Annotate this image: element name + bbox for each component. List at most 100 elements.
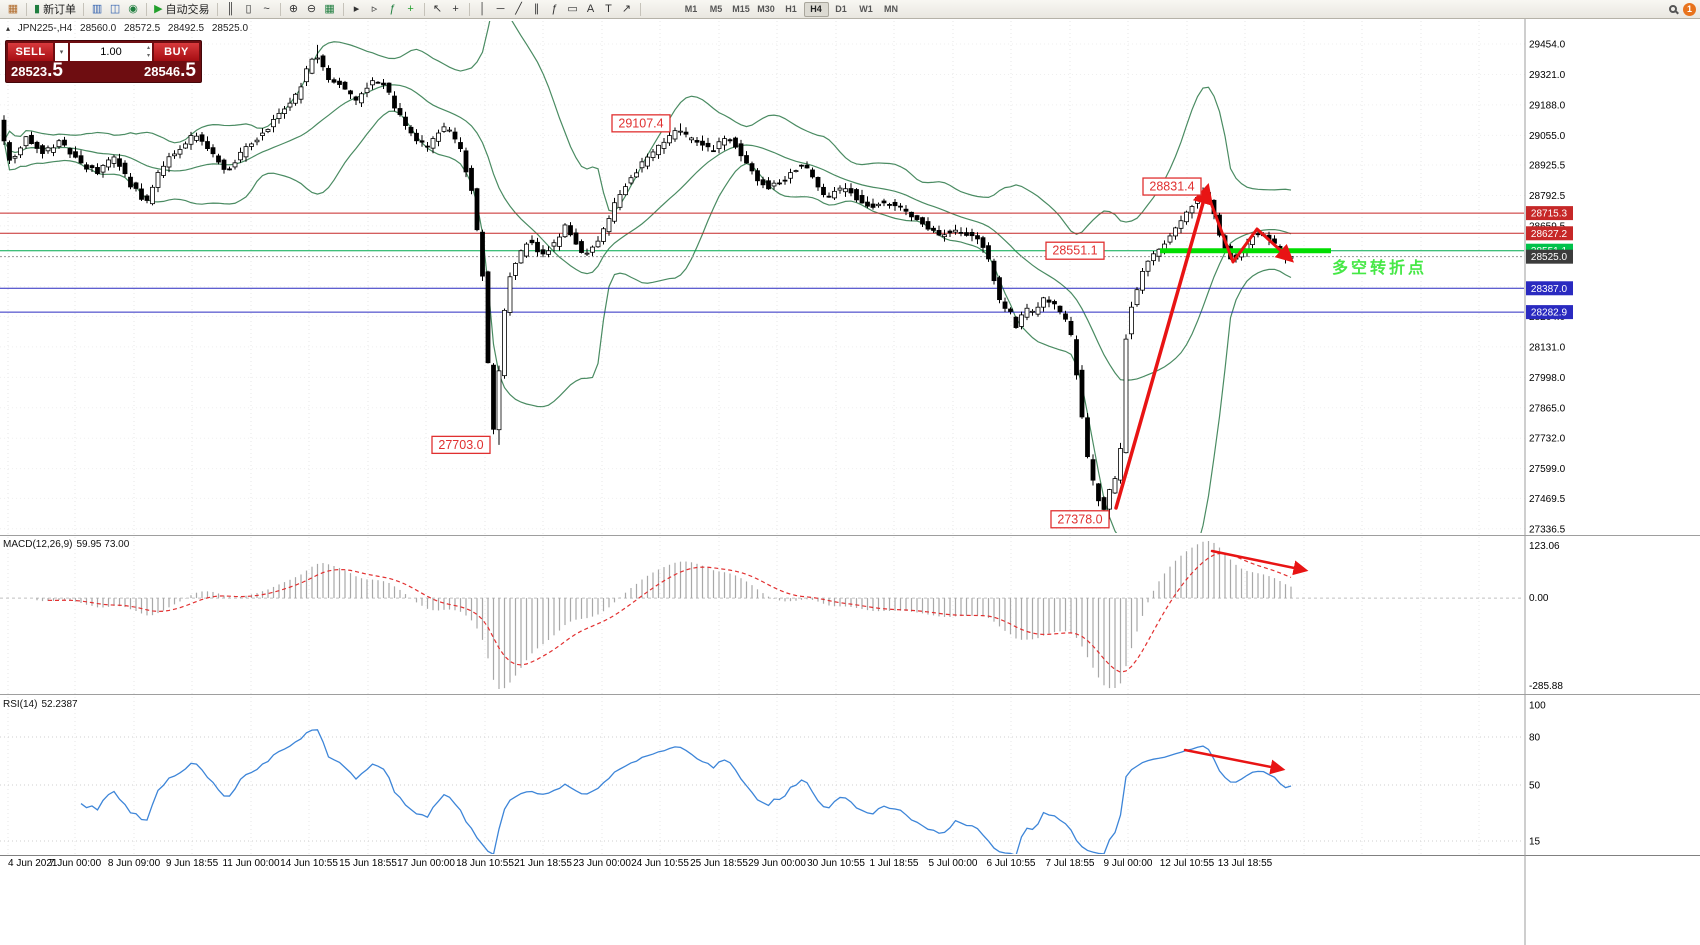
refresh-icon: ◉: [128, 2, 138, 15]
text-icon[interactable]: A: [582, 1, 600, 18]
sell-price-main: 28523: [11, 64, 48, 80]
indicators-icon: ƒ: [389, 2, 396, 15]
auto-trading-button-label: 自动交易: [165, 4, 210, 16]
time-label: 9 Jun 18:55: [166, 858, 219, 869]
layout-icon[interactable]: ◫: [106, 1, 124, 18]
time-label: 30 Jun 10:55: [807, 858, 865, 869]
line-chart-icon[interactable]: ~: [258, 1, 276, 18]
horizontal-line-icon[interactable]: ─: [492, 1, 510, 18]
svg-text:28627.2: 28627.2: [1531, 229, 1568, 240]
price-line-label: [1526, 305, 1573, 320]
shapes-icon[interactable]: ▭: [564, 1, 582, 18]
price-annotation-text: 27378.0: [1057, 512, 1102, 526]
arrow-tools-icon[interactable]: ↗: [618, 1, 636, 18]
svg-text:100: 100: [1529, 701, 1546, 712]
timeframe-w1[interactable]: W1: [859, 4, 873, 14]
profiles-icon: ▥: [91, 2, 103, 15]
refresh-icon[interactable]: ◉: [124, 1, 142, 18]
svg-text:28925.5: 28925.5: [1529, 160, 1566, 171]
time-label: 23 Jun 00:00: [573, 858, 631, 869]
indicators-icon[interactable]: ƒ: [384, 1, 402, 18]
notification-badge[interactable]: 1: [1683, 2, 1696, 16]
price-annotation-text: 29107.4: [618, 116, 663, 130]
timeframe-h4[interactable]: H4: [803, 1, 829, 17]
auto-scroll-icon[interactable]: ▸: [348, 1, 366, 18]
time-label: 21 Jun 18:55: [514, 858, 572, 869]
search-icon[interactable]: [1669, 5, 1677, 13]
turning-point-note: 多空转折点: [1332, 258, 1427, 277]
macd-panel: [0, 541, 1524, 689]
spinner-up-icon[interactable]: ▴: [146, 45, 150, 51]
price-annotation-box: [611, 114, 671, 133]
chart-shift-icon[interactable]: ▹: [366, 1, 384, 18]
new-order-button[interactable]: ▮ 新订单: [31, 1, 79, 18]
svg-text:-285.88: -285.88: [1529, 681, 1563, 692]
candle-chart-icon[interactable]: ▯: [240, 1, 258, 18]
collapse-icon[interactable]: ▴: [6, 24, 11, 33]
toolbar: ▦ ▮ 新订单 ▥ ◫ ◉ ▶ 自动交易 ║ ▯ ~ ⊕ ⊖ ▦ ▸ ▹ ƒ + ↖ + │ ─ ╱ ∥ ƒ ▭ A T ↗ M1 M5 M1…: [0, 0, 1700, 19]
macd-values: 59.95 73.00: [76, 539, 130, 550]
timeframe-mn[interactable]: MN: [884, 4, 899, 14]
svg-text:80: 80: [1529, 733, 1541, 744]
zoom-out-icon[interactable]: ⊖: [303, 1, 321, 18]
buy-price-frac: .5: [180, 60, 196, 81]
volume-spinner[interactable]: ▴ ▾: [147, 44, 150, 60]
symbol-name: JPN225-,H4: [17, 23, 73, 34]
rsi-label: RSI(14) 52.2387: [3, 699, 82, 710]
svg-text:28131.0: 28131.0: [1529, 342, 1566, 353]
timeframe-m1[interactable]: M1: [684, 4, 698, 14]
rsi-title: RSI(14): [3, 699, 38, 710]
price-line-label: [1526, 206, 1573, 221]
time-label: 14 Jun 10:55: [280, 858, 338, 869]
svg-text:27469.5: 27469.5: [1529, 494, 1566, 505]
svg-text:29321.0: 29321.0: [1529, 70, 1566, 81]
trendline-icon[interactable]: ╱: [510, 1, 528, 18]
order-dropdown[interactable]: ▾: [55, 43, 68, 61]
svg-text:15: 15: [1529, 837, 1541, 848]
cursor-icon[interactable]: ↖: [429, 1, 447, 18]
zoom-out-icon: ⊖: [306, 2, 317, 15]
macd-signal-line: [47, 552, 1292, 673]
time-label: 13 Jul 18:55: [1218, 858, 1273, 869]
spinner-down-icon[interactable]: ▾: [146, 53, 150, 59]
buy-price-main: 28546: [143, 64, 181, 80]
time-label: 15 Jun 18:55: [339, 858, 397, 869]
time-label: 29 Jun 00:00: [748, 858, 806, 869]
timeframe-m5[interactable]: M5: [709, 4, 723, 14]
buy-button[interactable]: BUY: [154, 43, 199, 61]
trend-arrow: [1210, 549, 1309, 576]
tile-windows-icon[interactable]: ▦: [321, 1, 339, 18]
time-label: 7 Jun 00:00: [49, 858, 102, 869]
zoom-in-icon[interactable]: ⊕: [285, 1, 303, 18]
toolbar-separator: [342, 2, 344, 16]
time-label: 25 Jun 18:55: [690, 858, 748, 869]
charts-grid-icon[interactable]: ▦: [4, 1, 22, 18]
trend-arrow: [1183, 748, 1286, 775]
timeframe-h1[interactable]: H1: [785, 4, 797, 14]
label-icon[interactable]: T: [600, 1, 618, 18]
sell-price[interactable]: 28523.5: [11, 61, 63, 80]
svg-text:29055.0: 29055.0: [1529, 131, 1566, 142]
timeframe-m15[interactable]: M15: [732, 4, 750, 14]
fibonacci-icon[interactable]: ƒ: [546, 1, 564, 18]
crosshair-icon[interactable]: +: [447, 1, 465, 18]
vertical-line-icon[interactable]: │: [474, 1, 492, 18]
volume-input[interactable]: 1.00 ▴ ▾: [70, 43, 152, 61]
bar-chart-icon: ║: [226, 2, 235, 15]
svg-text:28525.0: 28525.0: [1531, 252, 1568, 263]
price-annotation-box: [1142, 177, 1202, 196]
channel-icon[interactable]: ∥: [528, 1, 546, 18]
chart-area[interactable]: 29107.4 28831.4 28551.1 27703.0 27378.0 多空转折点…: [0, 19, 1700, 945]
timeframe-m30[interactable]: M30: [757, 4, 775, 14]
sell-button[interactable]: SELL: [8, 43, 53, 61]
zoom-in-icon: ⊕: [288, 2, 299, 15]
rsi-value: 52.2387: [41, 699, 78, 710]
buy-price[interactable]: 28546.5: [143, 60, 196, 81]
timeframe-d1[interactable]: D1: [835, 4, 847, 14]
layout-icon: ◫: [109, 2, 121, 15]
auto-trading-button[interactable]: ▶ 自动交易: [151, 1, 212, 18]
bar-chart-icon[interactable]: ║: [222, 1, 240, 18]
add-indicator-icon[interactable]: +: [402, 1, 420, 18]
profiles-icon[interactable]: ▥: [88, 1, 106, 18]
